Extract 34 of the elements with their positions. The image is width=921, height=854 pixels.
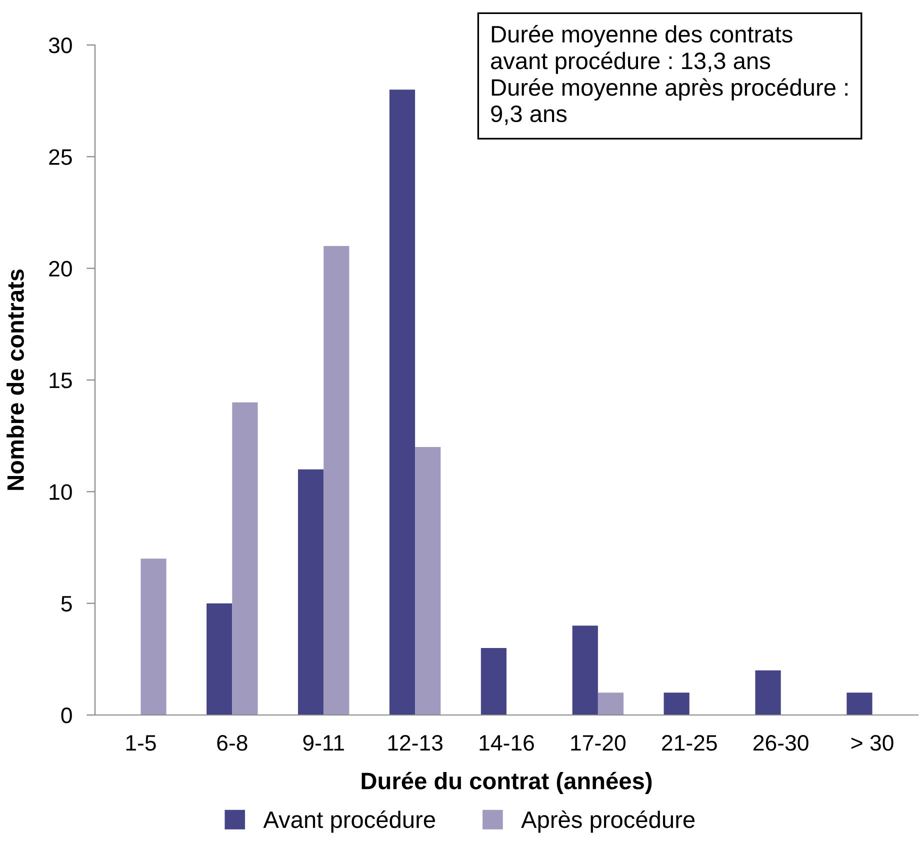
bar [206, 603, 232, 715]
bar [415, 447, 441, 715]
bar [324, 246, 350, 715]
bar [598, 692, 624, 715]
x-tick-label: 6-8 [217, 735, 248, 751]
legend-label: Avant procédure [263, 810, 435, 833]
x-axis-title: Durée du contrat (années) [362, 772, 652, 794]
y-tick-label: 25 [49, 149, 72, 165]
bar [480, 648, 506, 715]
x-tick-label: 26-30 [754, 735, 808, 751]
y-tick-label: 15 [50, 372, 72, 388]
bar [298, 469, 324, 715]
bar [846, 692, 872, 715]
y-tick-label: 30 [48, 38, 72, 54]
y-tick-label: 10 [50, 484, 72, 500]
bar [389, 90, 416, 715]
annotation: Durée moyenne des contrats avant procédure : 13,3 ans Durée moyenne après procédure : 9,3 ans [491, 25, 848, 125]
y-tick-label: 5 [61, 596, 72, 612]
x-tick-label: 12-13 [388, 735, 442, 751]
y-tick-label: 20 [49, 260, 72, 277]
y-tick-label: 0 [61, 708, 72, 724]
x-tick-label: > 30 [851, 735, 894, 751]
bar [140, 558, 166, 715]
x-tick-label: 21-25 [662, 735, 717, 751]
legend-label: Après procédure [521, 810, 695, 833]
bar [232, 402, 258, 715]
bar [755, 670, 781, 715]
x-tick-label: 14-16 [480, 735, 534, 751]
x-tick-label: 17-20 [571, 735, 626, 751]
y-axis-title: Nombre de contrats [6, 269, 24, 490]
bar [664, 692, 690, 715]
x-tick-label: 9-11 [303, 735, 344, 751]
x-tick-label: 1-5 [126, 735, 156, 751]
bar [572, 626, 598, 715]
